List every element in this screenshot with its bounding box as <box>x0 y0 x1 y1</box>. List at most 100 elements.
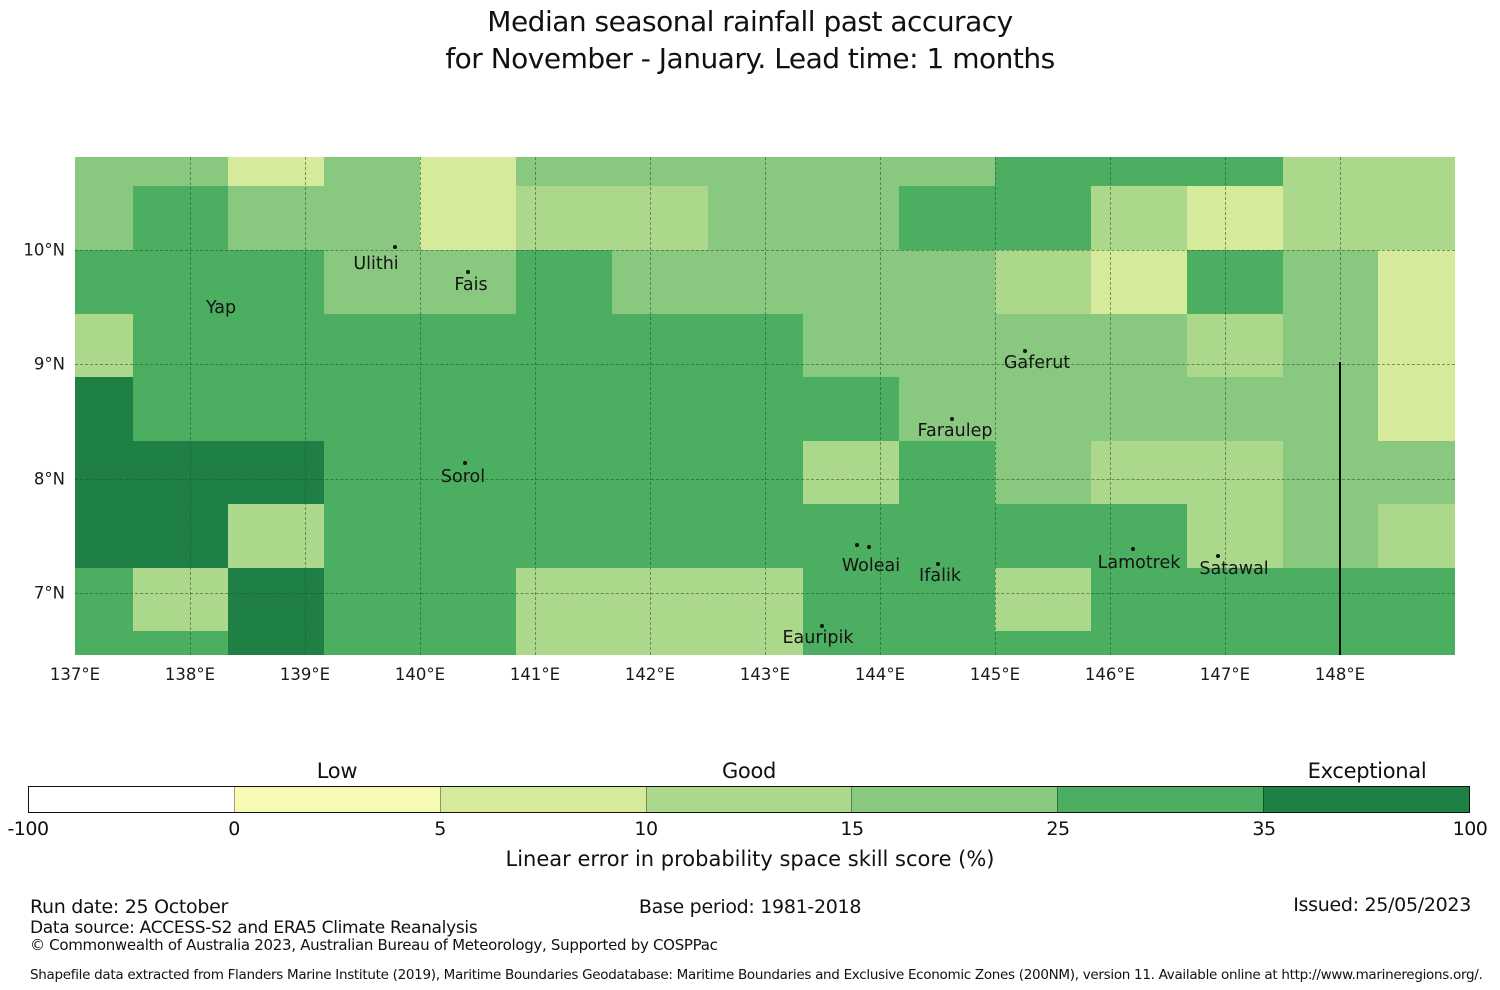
map-cell <box>420 186 517 251</box>
y-tick-label: 9°N <box>33 354 65 374</box>
map-cell <box>803 631 900 655</box>
x-tick-label: 148°E <box>1314 665 1366 684</box>
colorbar-tick-label: 25 <box>1046 818 1070 840</box>
map-cell <box>707 186 804 251</box>
map-cell <box>899 313 996 378</box>
map-cell <box>1090 440 1188 505</box>
latitude-gridline <box>75 478 1455 480</box>
map-cell <box>1090 313 1188 378</box>
map-cell <box>1378 567 1455 632</box>
map-cell <box>899 249 996 315</box>
x-tick-label: 141°E <box>509 665 561 684</box>
map-cell <box>803 503 900 569</box>
colorbar-segment <box>233 787 440 812</box>
footer-run-date: Run date: 25 October <box>30 896 229 918</box>
longitude-gridline <box>765 157 766 655</box>
map-cell <box>75 567 134 632</box>
footer-data-source: Data source: ACCESS-S2 and ERA5 Climate … <box>30 918 478 938</box>
island-marker-dot <box>1131 547 1135 551</box>
map-cell <box>995 440 1092 505</box>
map-cell <box>228 313 325 378</box>
map-cell <box>611 376 709 442</box>
map-cell <box>132 186 229 251</box>
map-cell <box>707 440 804 505</box>
map-cell <box>75 631 134 655</box>
x-tick-label: 143°E <box>739 665 791 684</box>
chart-title-line2: for November - January. Lead time: 1 mon… <box>445 42 1055 75</box>
map-cell <box>1186 186 1284 251</box>
map-cell <box>75 249 134 315</box>
map-cell <box>75 440 134 505</box>
island-marker-dot <box>855 543 859 547</box>
map-cell <box>324 440 421 505</box>
x-tick-label: 147°E <box>1199 665 1251 684</box>
map-cell <box>611 503 709 569</box>
map-cell <box>611 631 709 655</box>
map-cell <box>324 376 421 442</box>
map-cell <box>707 631 804 655</box>
map-cell <box>228 631 325 655</box>
map-cell <box>515 186 613 251</box>
map-cell <box>707 249 804 315</box>
map-cell <box>132 313 229 378</box>
colorbar-segment <box>1057 787 1264 812</box>
map-cell <box>228 376 325 442</box>
map-cell <box>803 567 900 632</box>
map-cell <box>899 440 996 505</box>
map-cell <box>995 186 1092 251</box>
map-cell <box>515 503 613 569</box>
map-cell <box>132 503 229 569</box>
map-cell <box>1282 249 1379 315</box>
footer-issued-date: Issued: 25/05/2023 <box>1293 894 1471 916</box>
longitude-gridline <box>1225 157 1226 655</box>
map-cell <box>515 249 613 315</box>
map-cell <box>899 631 996 655</box>
colorbar <box>28 786 1470 813</box>
map-cell <box>515 313 613 378</box>
map-cell <box>1378 440 1455 505</box>
map-cell <box>1378 157 1455 187</box>
map-cell <box>515 376 613 442</box>
colorbar-tick-label: -100 <box>7 818 49 840</box>
longitude-gridline <box>190 157 191 655</box>
map-cell <box>420 567 517 632</box>
map-cell <box>707 376 804 442</box>
island-label-lamotrek: Lamotrek <box>1097 553 1181 573</box>
map-cell <box>324 249 421 315</box>
map-cell <box>1282 503 1379 569</box>
island-label-yap: Yap <box>205 298 237 318</box>
map-cell <box>611 157 709 187</box>
map-cell <box>707 567 804 632</box>
map-cell <box>1378 503 1455 569</box>
island-marker-dot <box>867 545 871 549</box>
map-cell <box>707 503 804 569</box>
longitude-gridline <box>650 157 651 655</box>
map-cell <box>1378 186 1455 251</box>
island-label-faraulep: Faraulep <box>917 421 993 441</box>
latitude-gridline <box>75 592 1455 594</box>
map-cell <box>995 503 1092 569</box>
map-cell <box>228 567 325 632</box>
map-cell <box>228 186 325 251</box>
map-cell <box>132 440 229 505</box>
map-cell <box>1090 503 1188 569</box>
latitude-gridline <box>75 364 1455 366</box>
map-cell <box>899 186 996 251</box>
map-cell <box>1186 157 1284 187</box>
map-cell <box>611 567 709 632</box>
map-cell <box>611 249 709 315</box>
map-cell <box>995 631 1092 655</box>
map-cell <box>1186 313 1284 378</box>
x-tick-label: 137°E <box>49 665 101 684</box>
island-marker-dot <box>1216 554 1220 558</box>
map-cell <box>132 249 229 315</box>
map-cell <box>899 503 996 569</box>
island-marker-dot <box>463 461 467 465</box>
map-cell <box>1186 249 1284 315</box>
map-cell <box>515 567 613 632</box>
map-cell <box>1090 186 1188 251</box>
x-tick-label: 146°E <box>1084 665 1136 684</box>
map-cell <box>324 503 421 569</box>
map-cell <box>803 376 900 442</box>
